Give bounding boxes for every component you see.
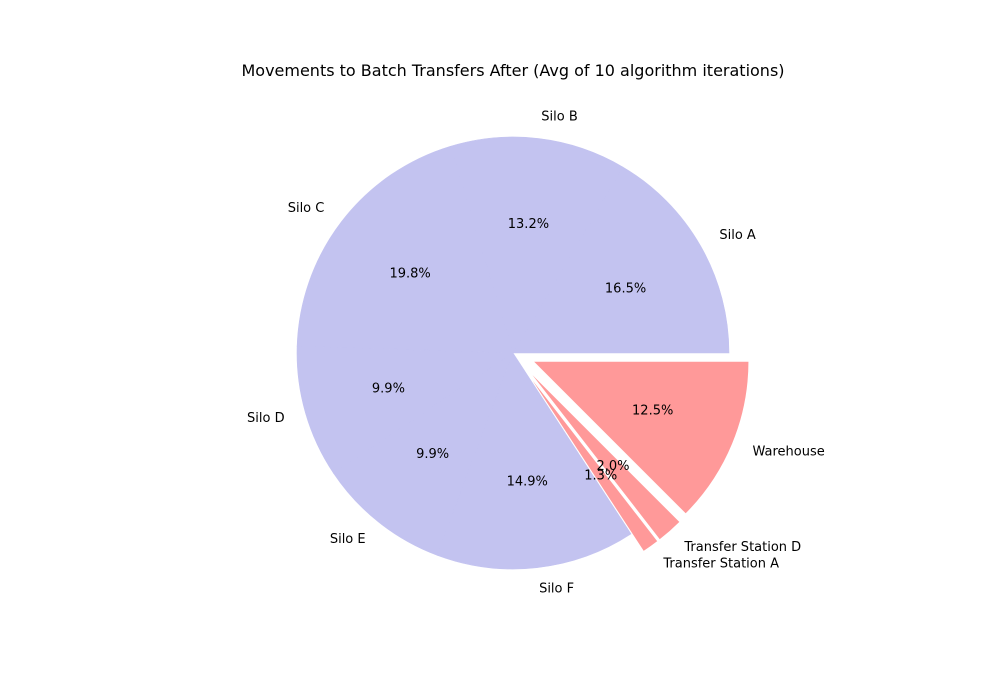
- slice-label-transfer-station-a: Transfer Station A: [662, 557, 779, 572]
- slice-percent-silo-a: 16.5%: [605, 281, 646, 296]
- pie-slice-transfer-station-a: [525, 370, 659, 553]
- slice-label-silo-b: Silo B: [541, 110, 577, 125]
- pie-slices: [296, 136, 750, 570]
- slice-label-silo-a: Silo A: [719, 228, 756, 243]
- pie-slice-silo-f: [436, 352, 632, 570]
- pie-slice-silo-b: [449, 136, 624, 354]
- pie-slice-silo-c: [296, 145, 514, 354]
- slice-label-warehouse: Warehouse: [752, 445, 824, 460]
- slice-percent-silo-f: 14.9%: [507, 474, 548, 489]
- pie-slice-silo-d: [296, 345, 514, 474]
- slice-labels: Silo A Silo B Silo C Silo D Silo E Silo F Tran…: [247, 110, 825, 597]
- chart-title: Movements to Batch Transfers After (Avg …: [241, 61, 784, 80]
- slice-label-silo-d: Silo D: [247, 411, 285, 426]
- slice-percent-transfer-station-a: 1.3%: [584, 469, 617, 484]
- slice-percent-silo-c: 19.8%: [389, 267, 430, 282]
- pie-slice-warehouse: [531, 360, 750, 515]
- slice-label-transfer-station-d: Transfer Station D: [683, 540, 801, 555]
- slice-percent-silo-d: 9.9%: [372, 381, 405, 396]
- slice-percent-transfer-station-d: 2.0%: [596, 459, 629, 474]
- slice-percent-warehouse: 12.5%: [632, 403, 673, 418]
- pie-slice-silo-a: [512, 166, 730, 354]
- pie-slice-silo-e: [333, 352, 514, 556]
- slice-percent-silo-e: 9.9%: [416, 447, 449, 462]
- slice-label-silo-e: Silo E: [330, 532, 366, 547]
- slice-percent-labels: 16.5% 13.2% 19.8% 9.9% 9.9% 14.9% 1.3%2.0% 12.5…: [372, 217, 673, 489]
- slice-label-silo-f: Silo F: [539, 582, 574, 597]
- slice-label-silo-c: Silo C: [288, 201, 325, 216]
- pie-slice-transfer-station-d: [526, 368, 681, 541]
- slice-percent-silo-b: 13.2%: [508, 217, 549, 232]
